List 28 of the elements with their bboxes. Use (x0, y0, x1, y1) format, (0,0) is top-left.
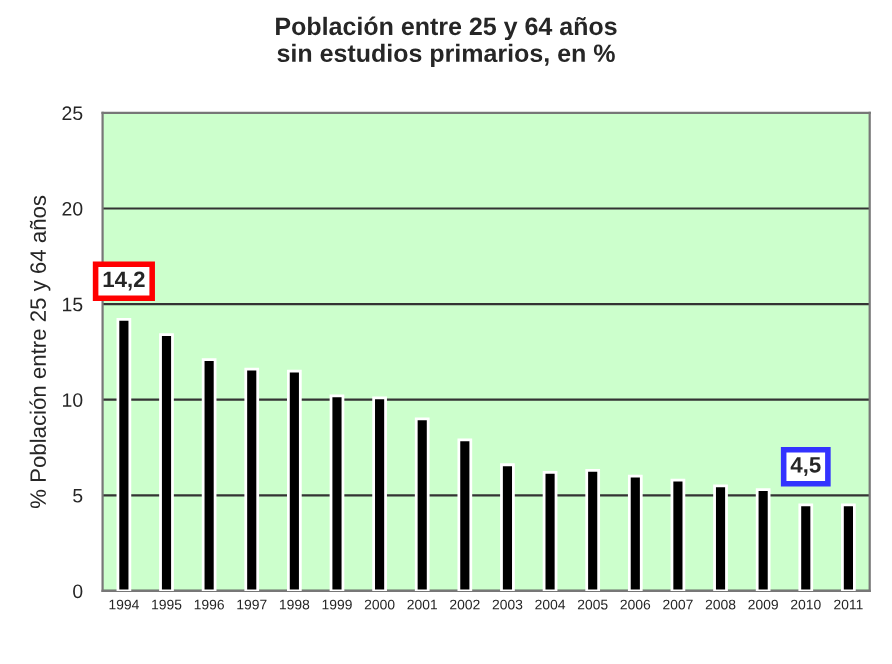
y-tick-label: 25 (62, 106, 83, 121)
y-tick-label: 15 (62, 297, 83, 312)
bar (841, 503, 856, 591)
y-tick-label: 20 (62, 201, 83, 216)
annotation: 4,5 (790, 457, 821, 476)
bar (585, 469, 601, 591)
bar (116, 318, 132, 591)
bar (500, 463, 515, 591)
annotation: 14,2 (103, 271, 145, 291)
bar (244, 367, 260, 591)
bar (329, 394, 345, 591)
chart-title: Población entre 25 y 64 años sin estudios primarios, en % (276, 16, 617, 68)
bar (542, 471, 558, 591)
bar (159, 333, 174, 591)
y-tick-label: 5 (73, 489, 83, 503)
bar (372, 396, 387, 591)
bar (798, 503, 814, 591)
bar (414, 417, 430, 591)
bar (287, 369, 302, 591)
bar (201, 358, 217, 591)
bar (670, 478, 686, 591)
y-tick-label: 10 (62, 393, 83, 407)
y-tick-label: 0 (73, 584, 83, 599)
bar (457, 438, 473, 591)
bar (627, 474, 643, 591)
bar (713, 484, 728, 591)
y-axis-title: % Población entre 25 y 64 años (29, 195, 51, 509)
bar (755, 488, 771, 591)
